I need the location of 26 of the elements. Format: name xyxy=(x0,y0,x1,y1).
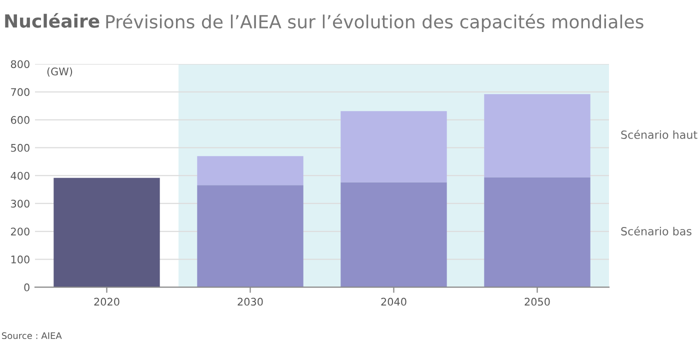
bar xyxy=(484,94,590,178)
x-tick-label: 2020 xyxy=(94,298,120,306)
y-tick-label: 300 xyxy=(11,200,30,208)
x-tick-label: 2030 xyxy=(238,298,263,306)
source-note: Source : AIEA xyxy=(2,332,62,340)
y-tick-label: 800 xyxy=(10,60,30,68)
bar xyxy=(197,156,304,186)
text: Scénario haut xyxy=(621,130,698,139)
y-tick-label: 200 xyxy=(11,228,30,236)
chart-title: Nucléaire xyxy=(5,13,100,28)
bar xyxy=(340,111,447,182)
y-tick-label: 0 xyxy=(24,283,30,292)
bar xyxy=(484,177,590,288)
x-tick-label: 2040 xyxy=(381,298,406,306)
bar xyxy=(197,185,304,288)
bar xyxy=(340,182,447,288)
text: Scénario bas xyxy=(621,226,692,236)
y-tick-label: 100 xyxy=(11,256,30,264)
y-tick-label: 600 xyxy=(10,116,30,124)
y-tick-label: 700 xyxy=(11,88,30,96)
y-tick-label: 400 xyxy=(10,172,30,180)
y-axis-title: (GW) xyxy=(47,67,72,77)
y-tick-label: 500 xyxy=(11,144,30,152)
bar xyxy=(54,178,160,288)
chart-subtitle: Prévisions de l’AIEA sur l’évolution des capacités mondiales xyxy=(106,14,644,32)
x-tick-label: 2050 xyxy=(524,298,550,306)
